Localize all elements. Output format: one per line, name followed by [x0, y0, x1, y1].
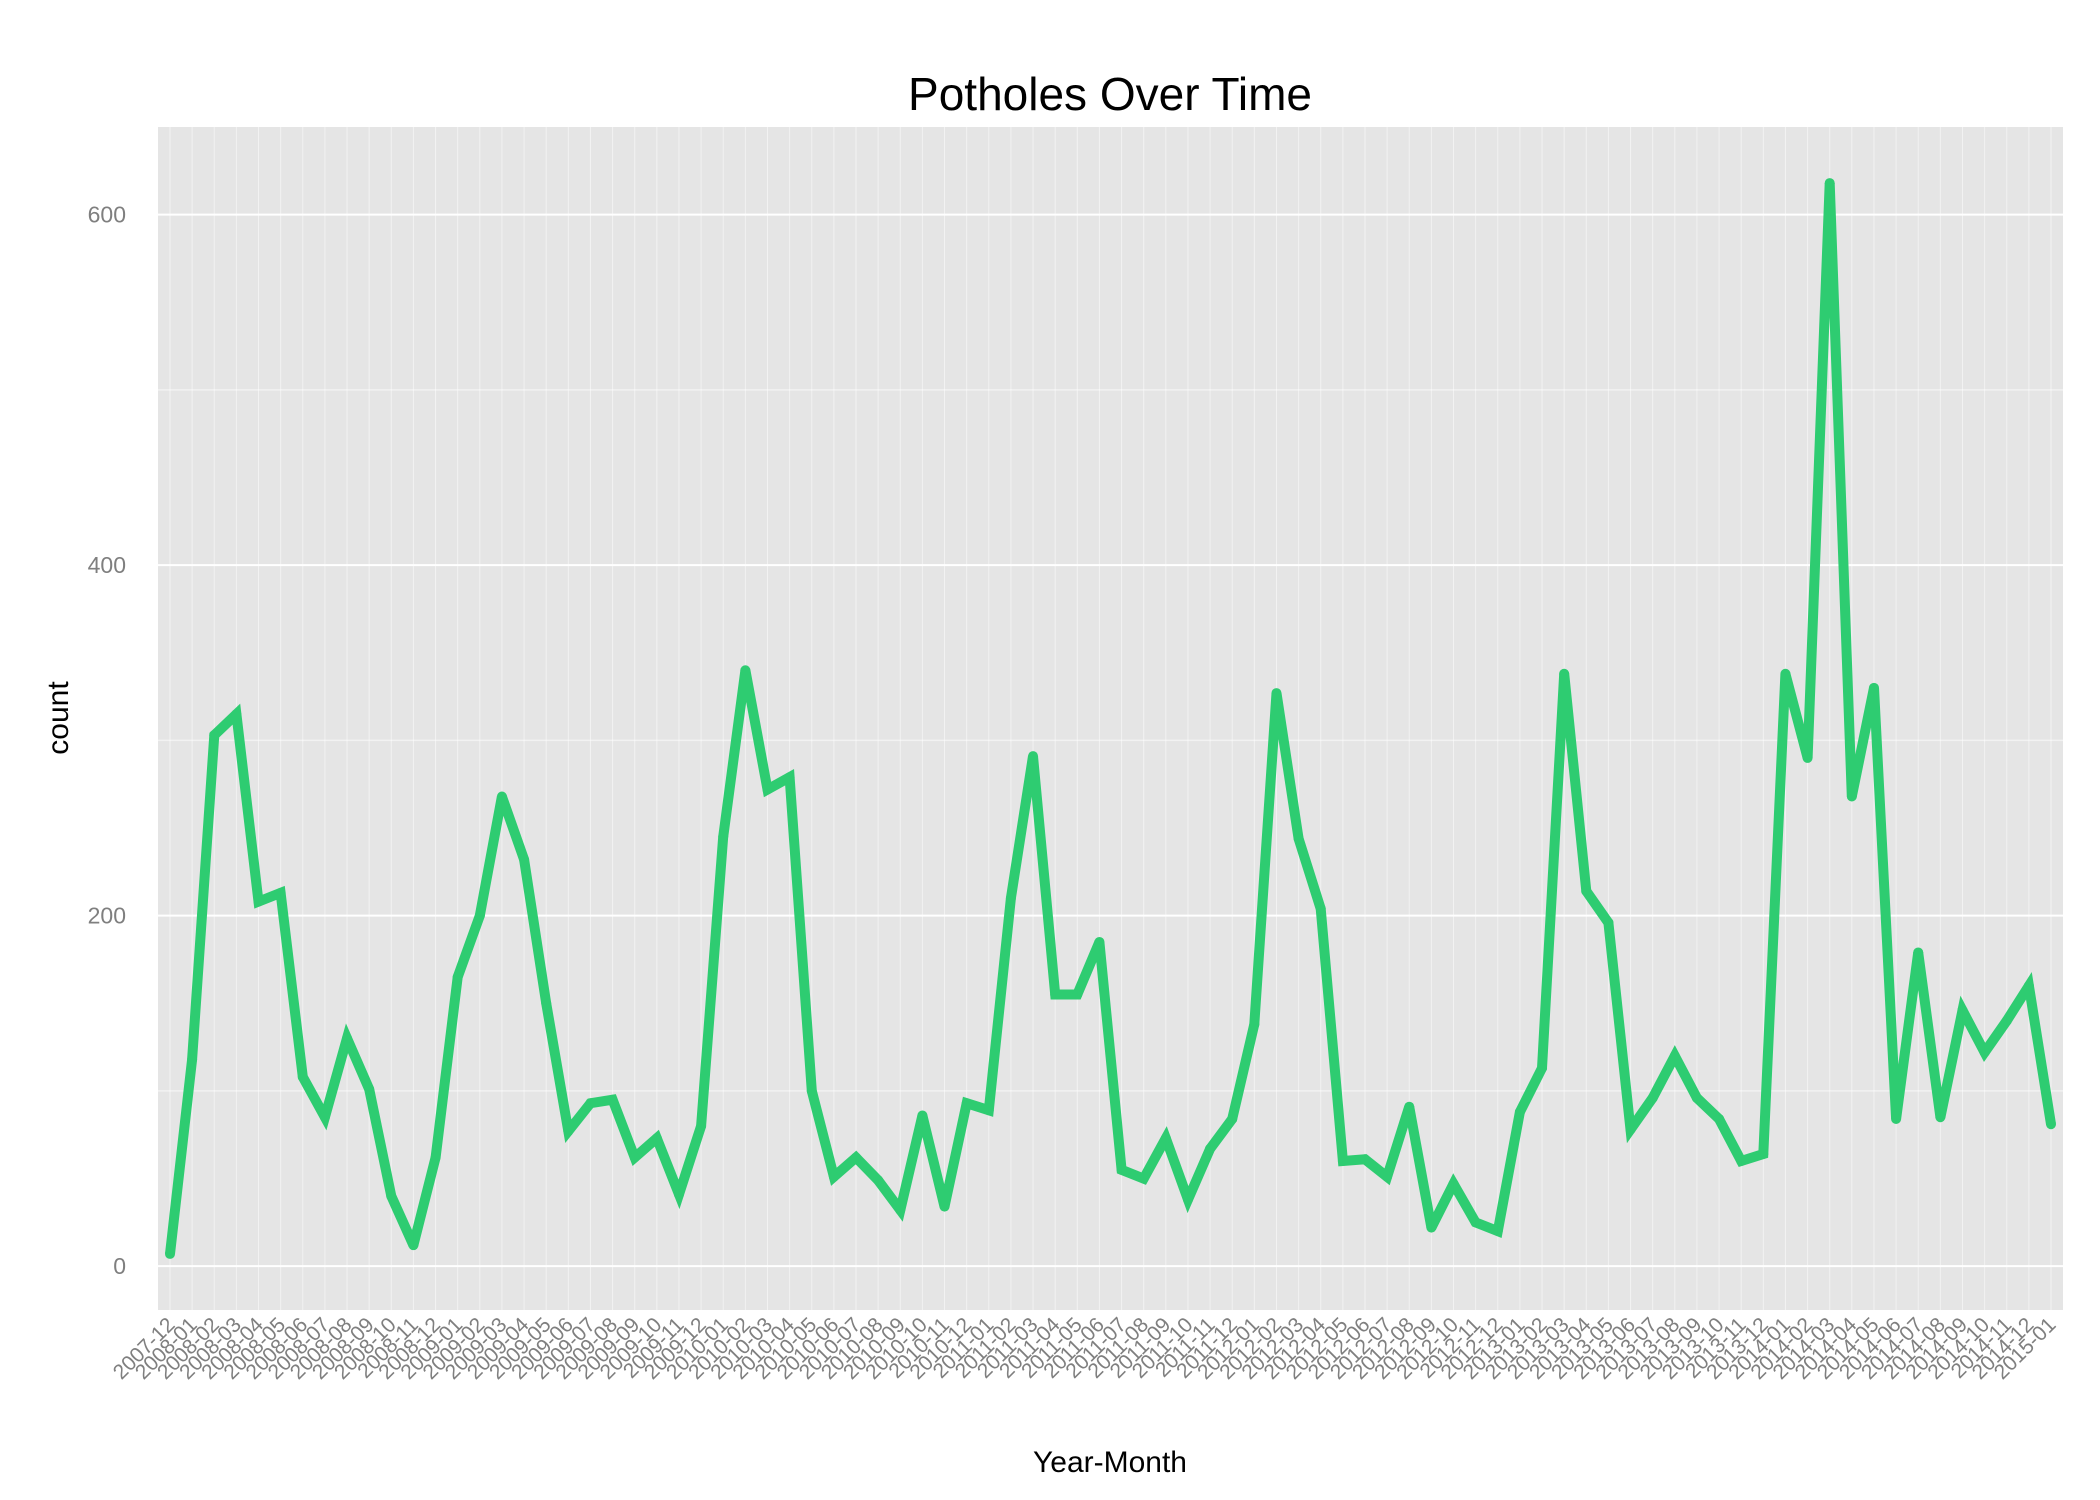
data-point — [1581, 886, 1592, 897]
y-tick-label: 200 — [88, 903, 126, 929]
data-point — [1116, 1164, 1127, 1175]
data-point — [1492, 1226, 1503, 1237]
data-point — [873, 1175, 884, 1186]
data-point — [386, 1191, 397, 1202]
data-point — [231, 709, 242, 720]
data-point — [961, 1098, 972, 1109]
data-point — [1780, 668, 1791, 679]
data-point — [895, 1205, 906, 1216]
y-tick-label: 400 — [88, 552, 126, 578]
data-point — [1714, 1113, 1725, 1124]
data-point — [1227, 1113, 1238, 1124]
data-point — [1669, 1050, 1680, 1061]
data-point — [1691, 1092, 1702, 1103]
data-point — [1979, 1047, 1990, 1058]
x-axis-ticks: 2007-122008-012008-022008-032008-042008-… — [109, 1313, 2061, 1384]
data-point — [541, 998, 552, 1009]
data-point — [297, 1071, 308, 1082]
y-axis-title: count — [42, 681, 75, 755]
data-point — [1359, 1154, 1370, 1165]
data-point — [1957, 1005, 1968, 1016]
data-point — [430, 1152, 441, 1163]
data-point — [319, 1112, 330, 1123]
data-point — [607, 1094, 618, 1105]
data-point — [696, 1120, 707, 1131]
data-point — [629, 1152, 640, 1163]
data-point — [1028, 751, 1039, 762]
data-point — [784, 772, 795, 783]
data-point — [1249, 1019, 1260, 1030]
data-point — [806, 1085, 817, 1096]
data-point — [342, 1033, 353, 1044]
data-point — [1382, 1171, 1393, 1182]
data-point — [364, 1084, 375, 1095]
data-point — [496, 791, 507, 802]
data-point — [1868, 682, 1879, 693]
data-point — [1824, 178, 1835, 189]
series-line — [165, 178, 2056, 1259]
data-point — [939, 1201, 950, 1212]
series-line-path — [165, 182, 2056, 1255]
data-point — [2001, 1015, 2012, 1026]
data-point — [187, 1054, 198, 1065]
data-point — [740, 665, 751, 676]
data-point — [209, 730, 220, 741]
data-point — [165, 1248, 175, 1259]
data-point — [1426, 1222, 1437, 1233]
data-point — [1470, 1217, 1481, 1228]
data-point — [762, 784, 773, 795]
data-point — [275, 887, 286, 898]
data-point — [1913, 947, 1924, 958]
data-point — [452, 972, 463, 983]
data-point — [2023, 980, 2034, 991]
data-point — [1537, 1063, 1548, 1074]
data-point — [851, 1152, 862, 1163]
data-point — [2046, 1119, 2056, 1130]
data-point — [1448, 1178, 1459, 1189]
data-point — [1072, 989, 1083, 1000]
data-point — [1758, 1149, 1769, 1160]
data-point — [1205, 1143, 1216, 1154]
data-point — [1160, 1133, 1171, 1144]
data-point — [1625, 1124, 1636, 1135]
y-tick-label: 600 — [88, 202, 126, 228]
data-point — [1802, 752, 1813, 763]
data-point — [253, 896, 264, 907]
data-point — [1138, 1173, 1149, 1184]
data-point — [917, 1110, 928, 1121]
data-point — [718, 831, 729, 842]
data-point — [563, 1126, 574, 1137]
data-point — [1603, 917, 1614, 928]
data-point — [1271, 688, 1282, 699]
plot-panel — [158, 127, 2063, 1310]
data-point — [408, 1240, 419, 1251]
data-point — [1094, 936, 1105, 947]
data-point — [673, 1189, 684, 1200]
data-point — [1514, 1106, 1525, 1117]
x-axis-title: Year-Month — [1033, 1446, 1187, 1479]
data-point — [651, 1133, 662, 1144]
y-tick-label: 0 — [113, 1253, 126, 1279]
chart-title: Potholes Over Time — [908, 68, 1312, 120]
data-point — [1315, 903, 1326, 914]
data-point — [828, 1171, 839, 1182]
data-point — [1050, 989, 1061, 1000]
y-axis-ticks: 0 200 400 600 — [88, 202, 126, 1280]
data-point — [1736, 1156, 1747, 1167]
data-point — [983, 1105, 994, 1116]
data-point — [1337, 1156, 1348, 1167]
data-point — [1891, 1113, 1902, 1124]
data-point — [1005, 893, 1016, 904]
data-point — [519, 854, 530, 865]
data-point — [1935, 1112, 1946, 1123]
data-point — [585, 1098, 596, 1109]
data-point — [1647, 1092, 1658, 1103]
data-point — [1846, 791, 1857, 802]
data-point — [1404, 1101, 1415, 1112]
data-point — [1182, 1194, 1193, 1205]
data-point — [474, 910, 485, 921]
data-point — [1293, 833, 1304, 844]
data-point — [1559, 668, 1570, 679]
